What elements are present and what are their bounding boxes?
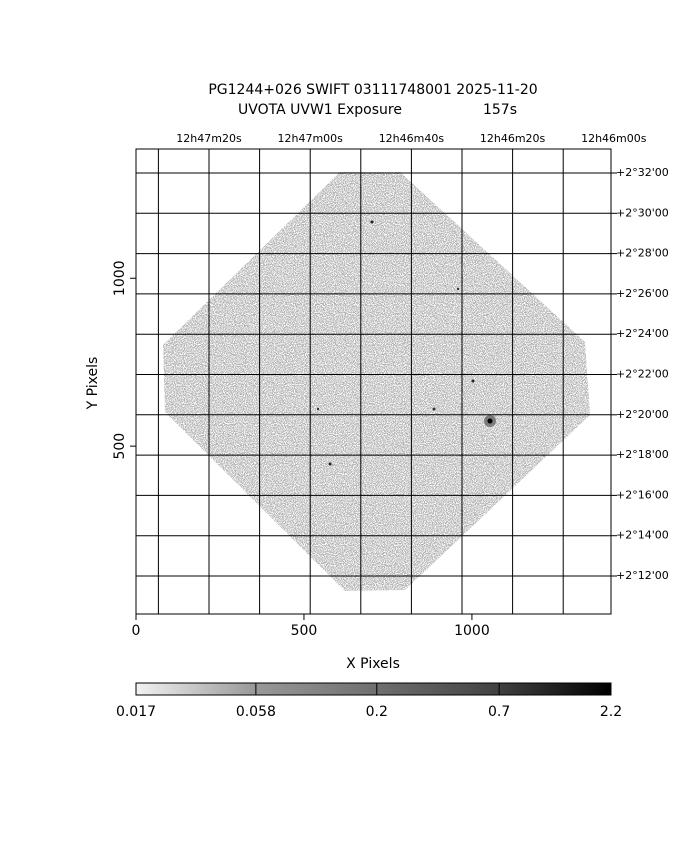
dec-label: +2°24'00 xyxy=(616,327,669,340)
ra-label: 12h47m00s xyxy=(277,132,343,145)
x-tick-label: 0 xyxy=(132,623,141,639)
dec-label: +2°32'00 xyxy=(616,166,669,179)
x-tick-label: 1000 xyxy=(454,623,490,639)
sky-image xyxy=(163,172,590,591)
y-tick-label: 500 xyxy=(112,433,128,460)
x-tick-label: 500 xyxy=(291,623,318,639)
ra-label: 12h46m40s xyxy=(379,132,445,145)
colorbar-tick-label: 2.2 xyxy=(600,704,622,720)
colorbar-tick-label: 0.2 xyxy=(366,704,388,720)
title: PG1244+026 SWIFT 03111748001 2025-11-20 xyxy=(208,82,537,98)
coordinate-grid xyxy=(136,149,611,614)
colorbar xyxy=(135,682,612,696)
dec-label: +2°12'00 xyxy=(616,569,669,582)
plot-frame xyxy=(135,148,612,615)
colorbar-tick-label: 0.058 xyxy=(236,704,276,720)
dec-label: +2°20'00 xyxy=(616,408,669,421)
dec-label: +2°16'00 xyxy=(616,488,669,501)
ra-label: 12h47m20s xyxy=(176,132,242,145)
x-axis-label: X Pixels xyxy=(346,656,400,672)
exposure: 157s xyxy=(483,102,517,118)
colorbar-tick-label: 0.017 xyxy=(116,704,156,720)
ra-label: 12h46m20s xyxy=(480,132,546,145)
dec-label: +2°14'00 xyxy=(616,529,669,542)
ra-label: 12h46m00s xyxy=(581,132,647,145)
y-tick-label: 1000 xyxy=(112,260,128,296)
subtitle: UVOTA UVW1 Exposure xyxy=(238,102,402,118)
dec-label: +2°22'00 xyxy=(616,368,669,381)
dec-label: +2°28'00 xyxy=(616,247,669,260)
y-axis-label: Y Pixels xyxy=(85,357,101,411)
dec-label: +2°26'00 xyxy=(616,287,669,300)
colorbar-tick-label: 0.7 xyxy=(488,704,510,720)
dec-label: +2°18'00 xyxy=(616,448,669,461)
dec-label: +2°30'00 xyxy=(616,206,669,219)
